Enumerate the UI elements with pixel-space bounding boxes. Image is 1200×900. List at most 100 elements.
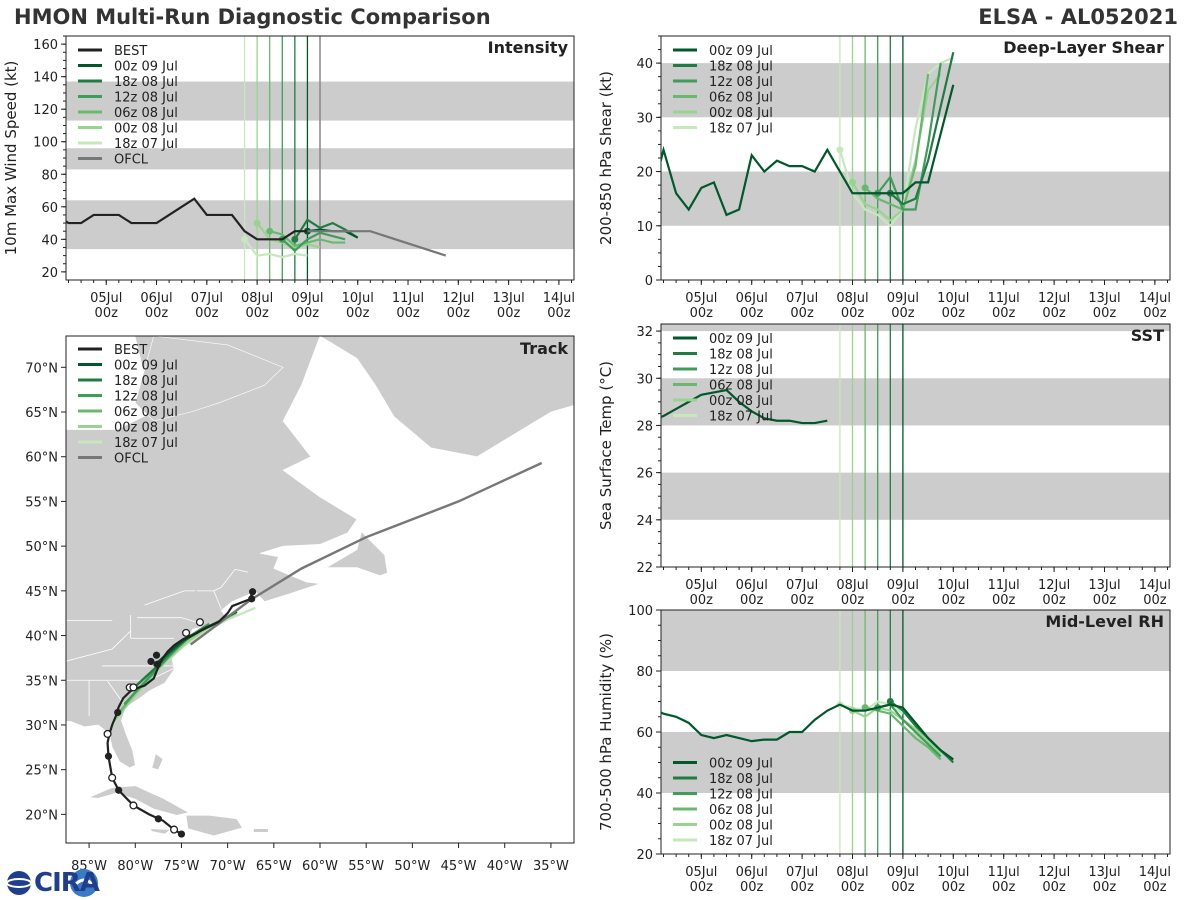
storm-title: ELSA - AL052021 xyxy=(978,5,1178,29)
shaded-band xyxy=(661,324,1170,332)
x-tick-label: 12Jul 00z xyxy=(1038,291,1070,321)
legend-label: 00z 08 Jul xyxy=(114,421,178,436)
legend-label: 00z 09 Jul xyxy=(709,332,773,347)
best-track-filled-marker xyxy=(153,660,162,668)
x-tick-label: 12Jul 00z xyxy=(1038,578,1070,608)
y-tick-label: 30 xyxy=(636,372,653,387)
state-boundary xyxy=(107,680,127,708)
cira-logo-text: CIRA xyxy=(34,868,100,898)
y-tick-label: 25°N xyxy=(25,764,58,779)
legend-label: 06z 08 Jul xyxy=(709,379,773,394)
series-line xyxy=(876,62,942,211)
panel-title: Deep-Layer Shear xyxy=(1003,38,1164,57)
panel-deep-layer-shear: 0 10 20 30 40 05Jul 00z 06Jul 00z 07Jul 00z 08Jul 00… xyxy=(597,35,1171,321)
x-tick-label: 05Jul 00z xyxy=(685,291,717,321)
y-tick-label: 100 xyxy=(33,136,58,151)
y-tick-label: 40 xyxy=(636,787,653,802)
series-line xyxy=(838,56,954,228)
legend-label: 18z 07 Jul xyxy=(709,410,773,425)
series-line xyxy=(661,84,955,217)
best-track-open-marker xyxy=(108,773,117,782)
legend-label: 12z 08 Jul xyxy=(709,788,773,803)
y-tick-label: 80 xyxy=(636,665,653,680)
y-tick-label: 60 xyxy=(636,726,653,741)
legend-label: 00z 09 Jul xyxy=(709,757,773,772)
y-tick-label: 45°N xyxy=(25,585,58,600)
y-tick-label: 20°N xyxy=(25,808,58,823)
legend-label: OFCL xyxy=(114,452,149,467)
y-tick-label: 26 xyxy=(636,467,653,482)
x-tick-label: 14Jul 00z xyxy=(1139,865,1171,895)
x-tick-label: 70°W xyxy=(210,859,246,874)
y-tick-label: 160 xyxy=(33,38,58,53)
x-tick-label: 14Jul 00z xyxy=(1139,578,1171,608)
ofcl-track-line xyxy=(189,461,543,646)
puerto-rico xyxy=(253,828,269,833)
state-boundary xyxy=(144,590,196,606)
best-track-filled-marker xyxy=(248,588,257,596)
x-tick-label: 10Jul 00z xyxy=(937,578,969,608)
legend-label: BEST xyxy=(114,44,147,59)
legend-label: 00z 08 Jul xyxy=(709,106,773,121)
best-track-open-marker xyxy=(129,801,138,810)
best-track-filled-marker xyxy=(147,657,155,666)
best-track-filled-marker xyxy=(248,595,256,603)
legend-label: 18z 08 Jul xyxy=(114,75,178,90)
y-tick-label: 0 xyxy=(645,274,653,289)
y-tick-label: 30 xyxy=(636,111,653,126)
x-tick-label: 65°W xyxy=(256,859,292,874)
greenland xyxy=(319,336,574,458)
series-line xyxy=(889,52,955,206)
y-tick-label: 50°N xyxy=(25,540,58,555)
series-line xyxy=(269,230,346,248)
baffin-island xyxy=(134,336,284,422)
series-group xyxy=(661,388,828,425)
series-line xyxy=(281,231,346,253)
x-tick-label: 60°W xyxy=(302,859,338,874)
panel-title: Intensity xyxy=(488,38,569,57)
series-start-marker xyxy=(647,704,654,711)
legend-label: OFCL xyxy=(114,153,149,168)
series-start-marker xyxy=(861,184,869,192)
best-track-open-marker xyxy=(182,628,191,637)
x-tick-label: 11Jul 00z xyxy=(392,291,424,321)
y-tick-label: 100 xyxy=(628,604,653,619)
x-tick-label: 09Jul 00z xyxy=(887,578,919,608)
x-tick-label: 40°W xyxy=(487,859,523,874)
x-tick-label: 11Jul 00z xyxy=(988,578,1020,608)
legend-label: 00z 09 Jul xyxy=(709,44,773,59)
x-tick-label: 50°W xyxy=(394,859,430,874)
best-track-filled-marker xyxy=(177,830,186,838)
series-line xyxy=(661,703,954,761)
panel-track: 85°W 80°W 75°W 70°W 65°W 60°W 55°W 50°W 45°W 40°W… xyxy=(25,335,575,874)
cira-logo: CIRA xyxy=(4,866,108,898)
best-track-filled-marker xyxy=(114,708,122,717)
y-axis-label: 200-850 hPa Shear (kt) xyxy=(597,71,615,245)
series-start-marker xyxy=(291,235,299,243)
y-axis-label: 700-500 hPa Humidity (%) xyxy=(597,633,615,831)
y-tick-label: 40 xyxy=(636,57,653,72)
x-tick-label: 80°W xyxy=(117,859,153,874)
panel-title: SST xyxy=(1131,326,1164,345)
x-tick-label: 08Jul 00z xyxy=(836,865,868,895)
best-track-line xyxy=(66,197,308,241)
y-tick-label: 70°N xyxy=(25,361,58,376)
best-track-filled-marker xyxy=(115,786,123,794)
x-tick-label: 06Jul 00z xyxy=(736,291,768,321)
panel-intensity: 20 40 60 80 100 120 140 160 05Jul 00z 06Jul 00z 07Ju… xyxy=(2,35,575,321)
legend-label: 00z 08 Jul xyxy=(709,819,773,834)
y-tick-label: 20 xyxy=(636,166,653,181)
x-tick-label: 09Jul 00z xyxy=(887,291,919,321)
legend-label: 06z 08 Jul xyxy=(114,405,178,420)
series-start-marker xyxy=(266,227,274,235)
panel-title: Track xyxy=(520,339,568,358)
y-tick-label: 24 xyxy=(636,514,653,529)
series-group xyxy=(66,197,447,259)
y-tick-label: 28 xyxy=(636,419,653,434)
x-tick-label: 07Jul 00z xyxy=(786,865,818,895)
shaded-band xyxy=(661,63,1170,118)
map-layer xyxy=(66,336,574,843)
